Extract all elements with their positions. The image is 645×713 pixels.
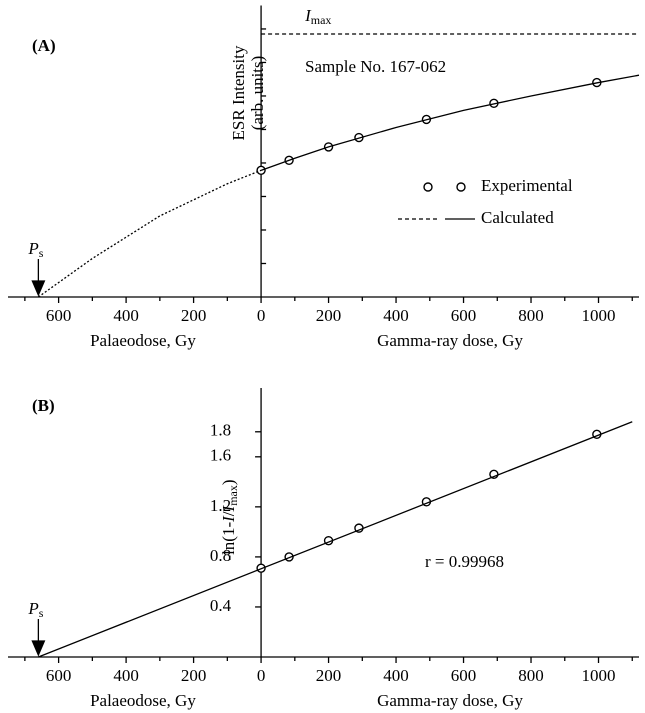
legend-label: Experimental [481, 176, 573, 195]
annotation: r = 0.99968 [425, 552, 504, 571]
x-axis-label: Gamma-ray dose, Gy [377, 691, 523, 710]
x-tick-label: 0 [257, 666, 266, 685]
x-tick-label: 200 [181, 666, 207, 685]
calculated-line [260, 74, 640, 171]
legend-marker [423, 182, 433, 192]
calculated-line [38, 421, 633, 658]
ps-arrow-head [31, 640, 46, 657]
x-tick-label: 600 [451, 306, 477, 325]
x-tick-label: 800 [518, 306, 544, 325]
y-label-sub: max [226, 485, 240, 506]
y-label-part: / [219, 511, 238, 516]
y-label-part: ) [219, 479, 238, 485]
ps-sub: s [39, 246, 44, 260]
x-tick-label: 0 [257, 306, 266, 325]
y-axis-label: ESR Intensity [229, 45, 248, 140]
y-axis-label: -ln(1-I/Imax) [219, 479, 240, 560]
imax-symbol: I [304, 6, 312, 25]
x-axis-label: Gamma-ray dose, Gy [377, 331, 523, 350]
imax-sub: max [311, 13, 332, 27]
x-tick-label: 200 [316, 666, 342, 685]
x-axis-label-left: Palaeodose, Gy [90, 331, 196, 350]
panel-label: (B) [32, 396, 55, 415]
annotation: Sample No. 167-062 [305, 57, 446, 76]
panel-label: (A) [32, 36, 56, 55]
y-tick-label: 1.8 [210, 421, 231, 440]
x-tick-label: 400 [113, 666, 139, 685]
x-tick-label: 200 [181, 306, 207, 325]
y-tick-label: 1.6 [210, 446, 231, 465]
y-label-var: I [219, 504, 238, 512]
x-tick-label: 1000 [582, 666, 616, 685]
ps-label: Ps [27, 599, 43, 620]
ps-symbol: P [27, 239, 38, 258]
x-axis-label-left: Palaeodose, Gy [90, 691, 196, 710]
x-tick-label: 600 [451, 666, 477, 685]
y-tick-label: 0.8 [210, 546, 231, 565]
calculated-line [37, 169, 262, 298]
ps-arrow-head [31, 280, 46, 297]
x-tick-label: 600 [46, 306, 72, 325]
x-tick-label: 400 [383, 306, 409, 325]
y-label-var: I [219, 515, 238, 523]
legend-label: Calculated [481, 208, 554, 227]
imax-label: Imax [304, 6, 331, 27]
x-tick-label: 400 [383, 666, 409, 685]
y-label-part: -ln(1- [219, 522, 238, 561]
ps-sub: s [39, 606, 44, 620]
x-tick-label: 600 [46, 666, 72, 685]
ps-symbol: P [27, 599, 38, 618]
x-tick-label: 800 [518, 666, 544, 685]
ps-label: Ps [27, 239, 43, 260]
legend-marker [456, 182, 466, 192]
y-axis-label: (arb. units) [248, 56, 267, 131]
y-tick-label: 1.2 [210, 496, 231, 515]
x-tick-label: 1000 [582, 306, 616, 325]
y-tick-label: 0.4 [210, 596, 232, 615]
x-tick-label: 200 [316, 306, 342, 325]
x-tick-label: 400 [113, 306, 139, 325]
